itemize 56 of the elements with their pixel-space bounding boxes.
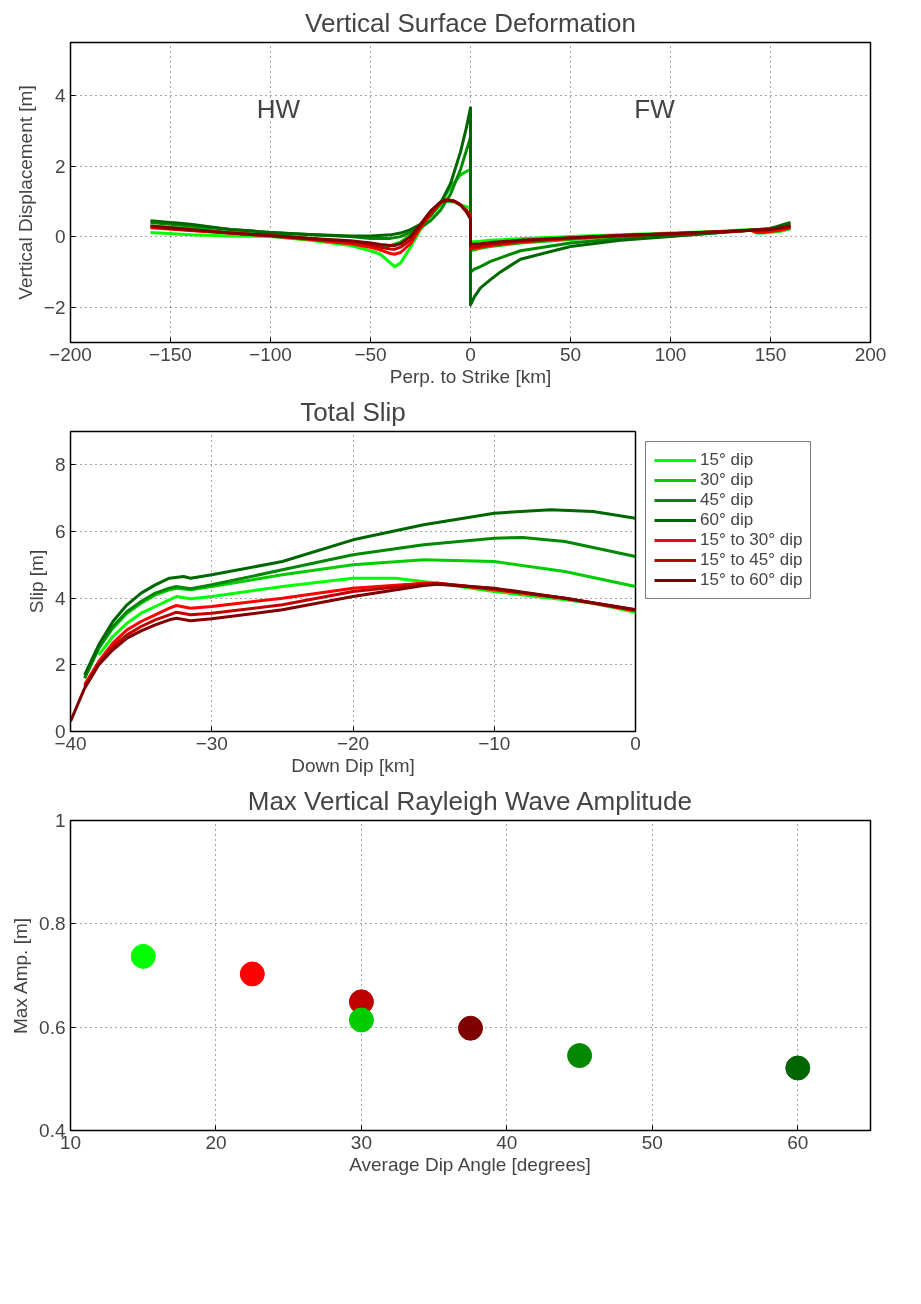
- legend-label: 60° dip: [700, 510, 754, 530]
- point: [239, 961, 265, 987]
- y-tick-label: 0.6: [39, 1016, 66, 1038]
- x-tick-label: 0: [465, 343, 476, 365]
- y-tick-label: 0: [54, 226, 66, 248]
- line-series: [83, 536, 636, 680]
- y-tick-label: 1: [54, 810, 66, 831]
- y-tick-label: 0.8: [39, 913, 66, 935]
- legend-label: 15° to 60° dip: [700, 570, 803, 590]
- chart-title: Total Slip: [300, 396, 406, 427]
- x-tick-label: 200: [854, 343, 887, 365]
- chart-title: Max Vertical Rayleigh Wave Amplitude: [247, 785, 692, 816]
- x-tick-label: −200: [49, 343, 92, 365]
- y-tick-label: 8: [54, 454, 66, 476]
- x-tick-label: −150: [149, 343, 192, 365]
- chart-title: Vertical Surface Deformation: [305, 7, 636, 38]
- x-tick-label: 60: [787, 1131, 809, 1153]
- x-tick-label: −10: [478, 732, 511, 754]
- legend-label: 30° dip: [700, 470, 754, 490]
- x-tick-label: 150: [754, 343, 787, 365]
- y-axis-title: Max Amp. [m]: [10, 917, 32, 1035]
- x-tick-label: 50: [641, 1131, 663, 1153]
- y-axis-title: Vertical Displacement [m]: [14, 85, 36, 300]
- y-tick-label: 4: [54, 587, 66, 609]
- legend-label: 45° dip: [700, 490, 754, 510]
- legend-label: 15° to 45° dip: [700, 550, 803, 570]
- x-tick-label: −30: [195, 732, 228, 754]
- y-axis-title: Slip [m]: [25, 549, 47, 614]
- annotation: FW: [634, 93, 676, 124]
- y-tick-label: 2: [54, 654, 66, 676]
- x-tick-label: −20: [336, 732, 370, 754]
- x-tick-label: −100: [249, 343, 292, 365]
- y-tick-label: 2: [54, 155, 66, 177]
- point: [785, 1055, 811, 1081]
- x-tick-label: 40: [496, 1131, 518, 1153]
- x-tick-label: −50: [354, 343, 387, 365]
- point: [348, 1007, 374, 1033]
- x-axis-title: Perp. to Strike [km]: [389, 365, 552, 387]
- point: [130, 943, 156, 969]
- y-tick-label: −2: [43, 296, 66, 318]
- annotation: HW: [256, 93, 301, 124]
- x-tick-label: 30: [350, 1131, 372, 1153]
- legend-label: 15° to 30° dip: [700, 530, 803, 550]
- x-tick-label: 0: [630, 732, 641, 754]
- x-tick-label: 20: [205, 1131, 227, 1153]
- point: [567, 1043, 593, 1069]
- line-series: [83, 508, 636, 677]
- x-tick-label: 50: [559, 343, 582, 365]
- legend-label: 15° dip: [700, 450, 754, 470]
- x-axis-title: Average Dip Angle [degrees]: [349, 1153, 591, 1175]
- point: [458, 1015, 483, 1041]
- x-axis-title: Down Dip [km]: [291, 754, 415, 776]
- y-tick-label: 6: [54, 521, 66, 542]
- y-tick-label: 4: [54, 84, 66, 106]
- line-series: [70, 582, 636, 723]
- x-tick-label: 100: [654, 343, 687, 365]
